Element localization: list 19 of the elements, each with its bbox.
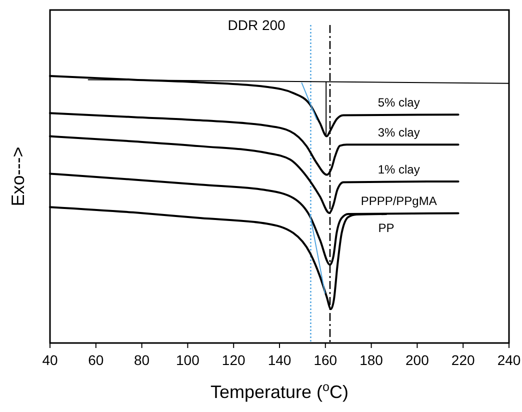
x-tick-label: 40 [42, 352, 58, 368]
x-tick-label: 140 [268, 352, 292, 368]
x-tick-label: 120 [222, 352, 246, 368]
series-label: 5% clay [378, 96, 420, 110]
y-axis-title: Exo---> [8, 146, 28, 206]
x-tick-label: 200 [406, 352, 430, 368]
x-tick-label: 160 [314, 352, 338, 368]
x-tick-label: 100 [176, 352, 200, 368]
series-label: 1% clay [378, 162, 420, 176]
series-label: PP [378, 221, 394, 236]
series-label: PPPP/PPgMA [360, 194, 437, 208]
x-tick-label: 60 [88, 352, 104, 368]
x-tick-label: 240 [497, 352, 521, 368]
x-tick-label: 80 [134, 352, 150, 368]
series-label: 3% clay [378, 126, 420, 140]
x-axis-title: Temperature ($^{o}$C) [210, 380, 349, 402]
x-tick-label: 180 [360, 352, 384, 368]
text: DDR 200 [228, 17, 286, 33]
x-tick-label: 220 [451, 352, 475, 368]
